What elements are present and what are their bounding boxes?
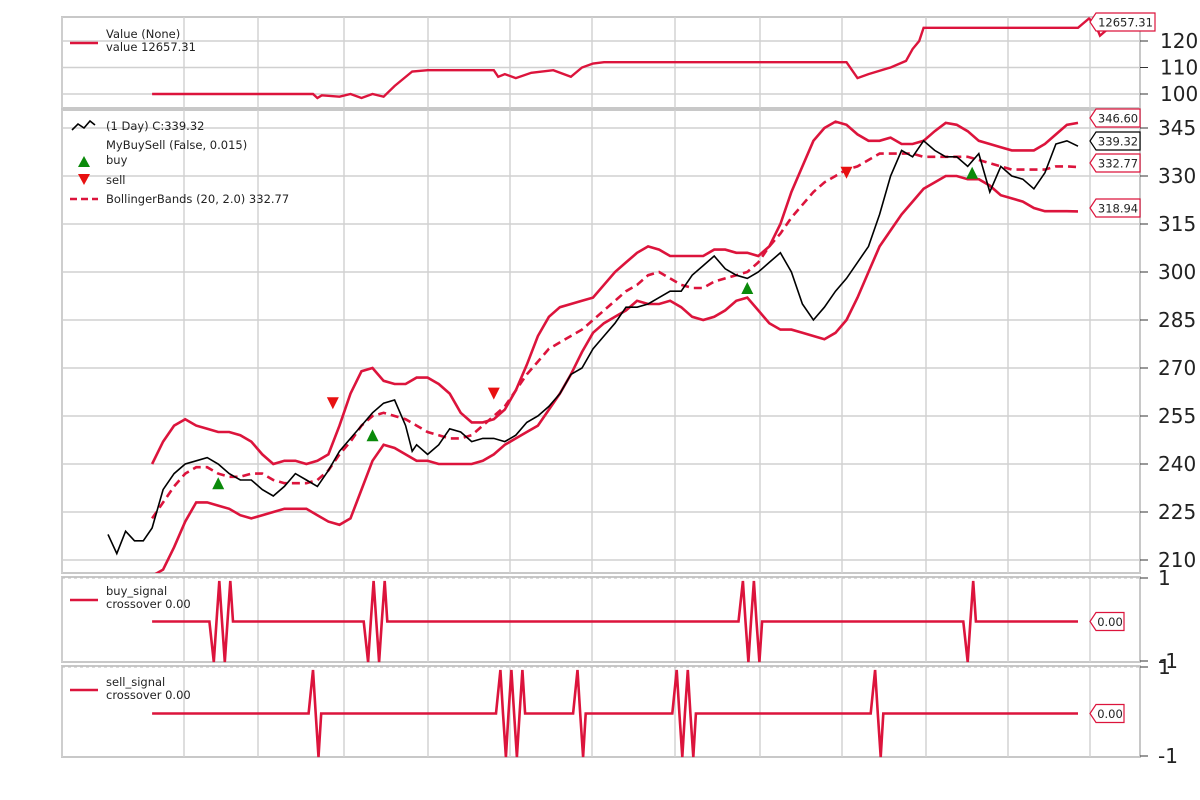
ytick-label-buy: -1 (1158, 649, 1178, 673)
sell-marker (840, 166, 853, 179)
legend-mybuysell: MyBuySell (False, 0.015) (106, 138, 247, 152)
series-bb-bot (154, 174, 1079, 573)
ytick-label-price: 300 (1158, 260, 1196, 284)
series-value-line (152, 16, 1123, 100)
series-sell (152, 669, 1078, 758)
legend-sub-value: value 12657.31 (106, 40, 196, 54)
legend-sub-sell-signal: crossover 0.00 (106, 688, 191, 702)
ytick-label-price: 315 (1158, 212, 1196, 236)
ytick-label-price: 285 (1158, 308, 1196, 332)
last-value-label-box-sell (1089, 703, 1125, 724)
last-value-label-buy: 0.00 (1097, 615, 1123, 629)
ytick-label-buy: 1 (1158, 566, 1171, 590)
last-value-label-bb_mid: 332.77 (1098, 157, 1138, 171)
last-value-label-box-buy (1089, 611, 1125, 632)
buy-marker (366, 429, 379, 442)
ytick-label-price: 345 (1158, 116, 1196, 140)
last-value-label-sell: 0.00 (1097, 707, 1123, 721)
price-plot-area (107, 120, 1079, 573)
legend-swatch-sell (78, 174, 90, 185)
ytick-label-value: 110 (1160, 56, 1198, 80)
ytick-label-value: 120 (1160, 29, 1198, 53)
legend-close: (1 Day) C:339.32 (106, 119, 204, 133)
sell-marker (326, 397, 339, 410)
legend-swatch-close (71, 119, 96, 131)
ytick-label-price: 255 (1158, 404, 1196, 428)
legend-title-sell-signal: sell_signal (106, 675, 165, 689)
panel-frame-sell (61, 665, 1141, 758)
series-bb-mid (151, 152, 1079, 520)
ytick-label-price: 270 (1158, 356, 1196, 380)
last-value-label-bb_bot: 318.94 (1098, 202, 1138, 216)
legend-bbands: BollingerBands (20, 2.0) 332.77 (106, 192, 289, 206)
last-value-label-close: 339.32 (1098, 135, 1138, 149)
legend-swatch-buy (78, 156, 90, 167)
ytick-label-price: 210 (1158, 548, 1196, 572)
last-value-label-value: 12657.31 (1098, 16, 1153, 30)
legend-sell: sell (106, 173, 125, 187)
legend-sub-buy-signal: crossover 0.00 (106, 597, 191, 611)
ytick-label-price: 225 (1158, 500, 1196, 524)
legend-buy: buy (106, 153, 128, 167)
last-value-label-value-box (1089, 12, 1156, 32)
legend-title-buy-signal: buy_signal (106, 584, 167, 598)
legend-title-value: Value (None) (106, 27, 180, 41)
sell-marker (487, 387, 500, 400)
ytick-label-sell: -1 (1158, 744, 1178, 768)
series-buy (152, 580, 1078, 663)
ytick-label-price: 330 (1158, 164, 1196, 188)
buy-marker (212, 477, 225, 490)
buy-marker (966, 166, 979, 179)
ytick-label-price: 240 (1158, 452, 1196, 476)
last-value-label-bb_top: 346.60 (1098, 112, 1138, 126)
panel-frame-price (61, 109, 1141, 574)
last-value-label-bb_top-box (1089, 108, 1141, 128)
last-value-label-bb_mid-box (1089, 153, 1141, 173)
last-value-label-close-box (1089, 131, 1141, 151)
ytick-label-sell: 1 (1158, 655, 1171, 679)
ytick-label-value: 100 (1160, 82, 1198, 106)
buy-marker (741, 282, 754, 294)
series-close (107, 139, 1079, 556)
last-value-label-bb_bot-box (1089, 198, 1141, 218)
